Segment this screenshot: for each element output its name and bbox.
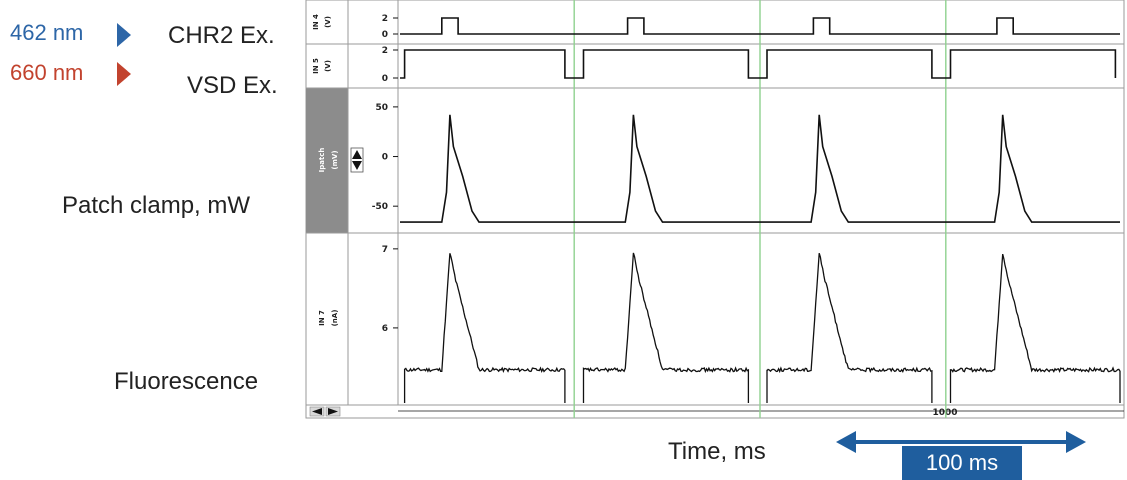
ytick-in5-0: 2 bbox=[382, 46, 388, 56]
ytick-ipatch-0: 50 bbox=[375, 103, 388, 113]
ytick-in7-1: 6 bbox=[382, 324, 388, 334]
trace-ipatch bbox=[400, 114, 1120, 223]
x-axis-label: Time, ms bbox=[668, 438, 766, 465]
row-label-patch: Patch clamp, mW bbox=[62, 192, 251, 219]
trace-in7-segment-2 bbox=[766, 253, 933, 403]
chart-frame bbox=[305, 0, 1125, 419]
trace-in7-segment-3 bbox=[949, 253, 1121, 403]
ytick-ipatch-1: 0 bbox=[382, 153, 388, 163]
ytick-in7-0: 7 bbox=[382, 245, 388, 255]
patch-channel-panel bbox=[306, 88, 348, 233]
channel-name-in4: IN 4 bbox=[312, 14, 320, 30]
trace-in5 bbox=[400, 49, 1117, 79]
scroll-left-button[interactable] bbox=[309, 406, 325, 417]
row-label-fluorescence: Fluorescence bbox=[114, 368, 259, 395]
channel-unit-in7: (nA) bbox=[331, 310, 339, 327]
ytick-in4-0: 2 bbox=[382, 14, 388, 24]
channel-name-in5: IN 5 bbox=[312, 58, 320, 74]
legend-660nm-label: 660 nm bbox=[10, 60, 84, 85]
trace-in4 bbox=[400, 17, 1120, 35]
trace-in7-segment-1 bbox=[582, 252, 750, 403]
scroll-right-button[interactable] bbox=[325, 406, 341, 417]
trace-in7-segment-0 bbox=[403, 253, 566, 403]
row-label-vsd: VSD Ex. bbox=[187, 72, 278, 99]
x-tick-label: 1000 bbox=[932, 408, 957, 418]
ytick-ipatch-2: -50 bbox=[372, 202, 388, 212]
channel-name-ipatch: Ipatch bbox=[318, 148, 326, 173]
legend-462nm-label: 462 nm bbox=[10, 20, 84, 45]
row-label-chr2: CHR2 Ex. bbox=[168, 22, 275, 49]
channel-name-in7: IN 7 bbox=[318, 310, 326, 326]
scale-bar-label: 100 ms bbox=[902, 446, 1022, 480]
channel-unit-ipatch: (mV) bbox=[331, 150, 339, 169]
patch-scale-spinner-icon[interactable] bbox=[350, 147, 364, 173]
channel-unit-in5: (V) bbox=[324, 60, 332, 72]
ytick-in4-1: 0 bbox=[382, 30, 388, 40]
channel-unit-in4: (V) bbox=[324, 16, 332, 28]
ytick-in5-1: 0 bbox=[382, 74, 388, 84]
